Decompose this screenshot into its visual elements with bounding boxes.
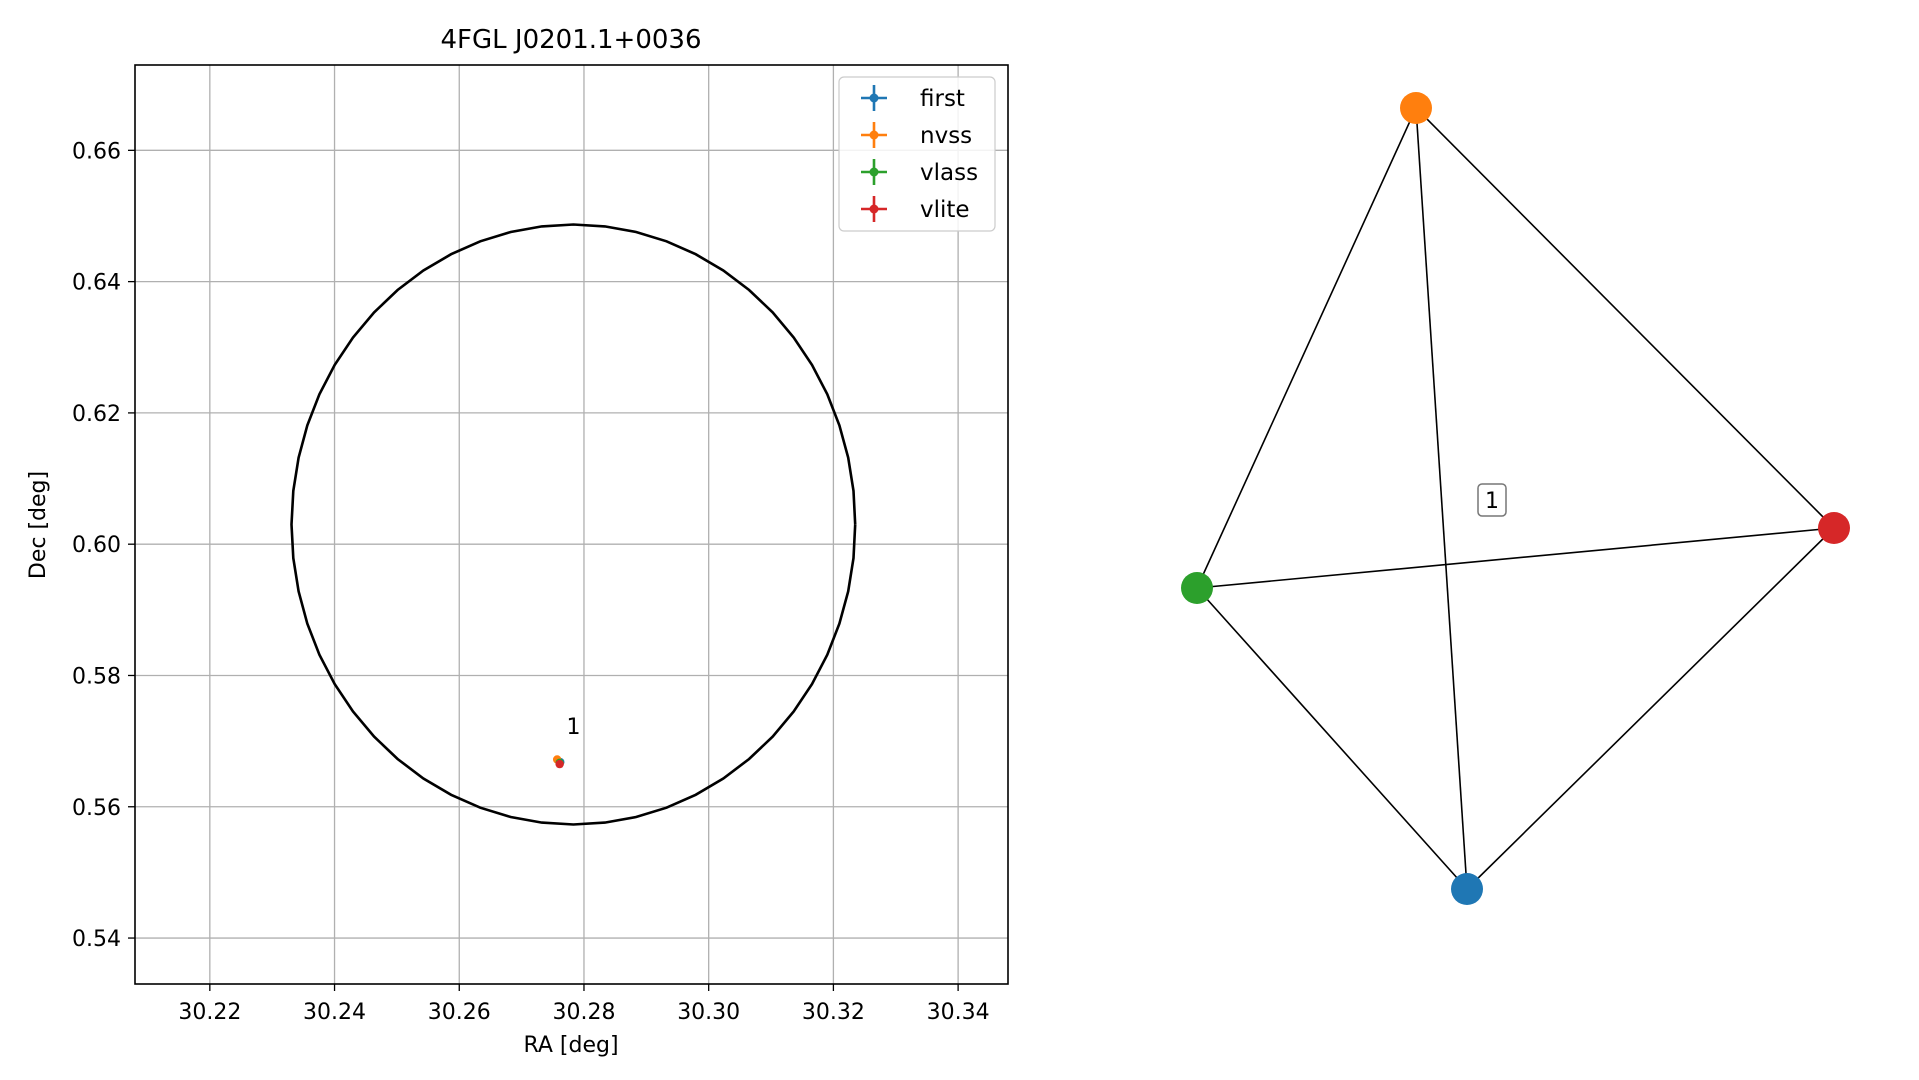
legend-dot-vlite <box>869 204 879 214</box>
data-points <box>552 755 565 769</box>
legend-dot-nvss <box>869 130 879 140</box>
graph-edge <box>1466 527 1835 890</box>
scatter-panel: 4FGL J0201.1+0036 1 30.22 30.24 30.26 30.28… <box>26 25 1009 1058</box>
x-tick-label: 30.32 <box>802 1000 865 1025</box>
x-tick-label: 30.30 <box>677 1000 740 1025</box>
x-axis-label: RA [deg] <box>523 1033 618 1058</box>
graph-label-text: 1 <box>1485 489 1499 514</box>
point-annotation: 1 <box>567 715 581 740</box>
graph-node-vlite <box>1818 512 1850 544</box>
y-axis-label: Dec [deg] <box>26 471 51 579</box>
legend-label-vlite: vlite <box>920 197 970 223</box>
y-tick-label: 0.54 <box>72 927 121 952</box>
legend-label-first: first <box>920 86 965 112</box>
y-tick-label: 0.56 <box>72 796 121 821</box>
graph-edge <box>1196 527 1835 589</box>
y-tick-label: 0.66 <box>72 139 121 164</box>
x-tick-label: 30.26 <box>428 1000 491 1025</box>
graph-edge <box>1415 107 1835 529</box>
graph-panel: 1 <box>1181 92 1850 905</box>
legend-dot-first <box>869 93 879 103</box>
y-axis-ticks: 0.54 0.56 0.58 0.60 0.62 0.64 0.66 <box>72 139 135 952</box>
data-point-vlite <box>555 759 564 769</box>
graph-edge <box>1415 107 1468 890</box>
plot-frame <box>134 64 1009 985</box>
legend-label-nvss: nvss <box>920 123 972 149</box>
x-tick-label: 30.34 <box>927 1000 990 1025</box>
legend-box <box>838 76 996 232</box>
legend-dot-vlass <box>869 167 879 177</box>
y-tick-label: 0.60 <box>72 533 121 558</box>
annotations: 1 <box>567 715 581 740</box>
graph-node-first <box>1451 873 1483 905</box>
graph-edge <box>1196 107 1417 589</box>
x-tick-label: 30.24 <box>303 1000 366 1025</box>
graph-edges <box>1196 107 1835 890</box>
graph-label: 1 <box>1477 483 1507 517</box>
error-ellipse-outline <box>290 223 857 826</box>
x-axis-ticks: 30.22 30.24 30.26 30.28 30.30 30.32 30.34 <box>178 984 990 1025</box>
error-ellipse <box>290 223 857 826</box>
x-tick-label: 30.28 <box>552 1000 615 1025</box>
legend: first nvss vlass vlite <box>838 76 996 232</box>
y-tick-label: 0.64 <box>72 271 121 296</box>
chart-title: 4FGL J0201.1+0036 <box>441 25 702 55</box>
graph-node-nvss <box>1400 92 1432 124</box>
y-tick-label: 0.62 <box>72 402 121 427</box>
x-tick-label: 30.22 <box>178 1000 241 1025</box>
graph-label-box <box>1477 483 1507 517</box>
y-tick-label: 0.58 <box>72 664 121 689</box>
graph-edge <box>1196 587 1468 890</box>
legend-label-vlass: vlass <box>920 160 978 186</box>
graph-nodes <box>1181 92 1850 905</box>
graph-node-vlass <box>1181 572 1213 604</box>
